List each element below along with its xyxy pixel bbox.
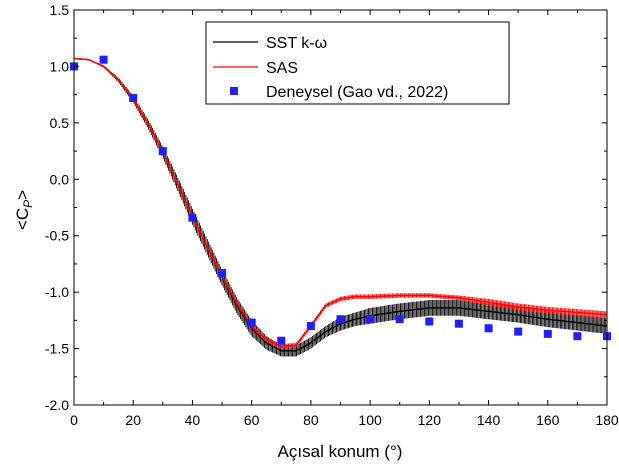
plot-area bbox=[70, 55, 611, 357]
data-point bbox=[454, 319, 463, 328]
data-point bbox=[306, 322, 315, 330]
data-point bbox=[543, 329, 552, 338]
x-tick-label: 140 bbox=[477, 412, 501, 428]
series-sas-band bbox=[94, 62, 607, 349]
legend-label-deneysel: Deneysel (Gao vd., 2022) bbox=[266, 84, 448, 101]
legend-marker-deneysel bbox=[230, 87, 238, 95]
x-tick-label: 0 bbox=[70, 412, 78, 428]
data-point bbox=[247, 318, 256, 327]
y-axis-label-text: <CP> bbox=[13, 190, 35, 230]
series-sst-band bbox=[94, 62, 607, 357]
y-tick-label: 1.0 bbox=[50, 58, 70, 74]
y-tick-label: -2.0 bbox=[45, 397, 69, 413]
legend-box bbox=[205, 21, 510, 105]
y-tick-label: 0.0 bbox=[50, 171, 70, 187]
data-point bbox=[484, 324, 493, 333]
data-point bbox=[573, 332, 582, 341]
legend: SST k-ω SAS Deneysel (Gao vd., 2022) bbox=[205, 21, 510, 105]
y-tick-label: -0.5 bbox=[45, 228, 69, 244]
data-point bbox=[188, 213, 197, 222]
y-tick-label: -1.0 bbox=[45, 284, 69, 300]
data-point bbox=[425, 317, 434, 326]
y-tick-label: 1.5 bbox=[50, 2, 70, 18]
legend-label-sst: SST k-ω bbox=[266, 35, 327, 52]
data-point bbox=[366, 315, 375, 324]
x-tick-label: 80 bbox=[303, 412, 319, 428]
x-tick-label: 60 bbox=[244, 412, 260, 428]
y-axis-label: <CP> bbox=[13, 190, 35, 230]
legend-label-sas: SAS bbox=[266, 60, 298, 77]
y-tick-label: -1.5 bbox=[45, 341, 69, 357]
series-deneysel bbox=[70, 55, 611, 345]
x-tick-label: 160 bbox=[536, 412, 560, 428]
x-tick-label: 100 bbox=[358, 412, 382, 428]
y-tick-label: 0.5 bbox=[50, 115, 70, 131]
data-point bbox=[218, 269, 227, 277]
data-point bbox=[395, 315, 404, 324]
x-tick-label: 40 bbox=[185, 412, 201, 428]
x-tick-label: 180 bbox=[595, 412, 619, 428]
data-point bbox=[129, 94, 138, 102]
x-axis-label: Açısal konum (°) bbox=[278, 442, 403, 461]
data-point bbox=[277, 336, 286, 345]
data-point bbox=[336, 315, 345, 324]
x-tick-label: 120 bbox=[418, 412, 442, 428]
data-point bbox=[99, 55, 108, 64]
data-point bbox=[514, 327, 523, 336]
x-tick-label: 20 bbox=[125, 412, 141, 428]
data-point bbox=[158, 147, 167, 156]
axes: Açısal konum (°) <CP> 0 20 40 60 80 100 120 140… bbox=[13, 2, 619, 461]
